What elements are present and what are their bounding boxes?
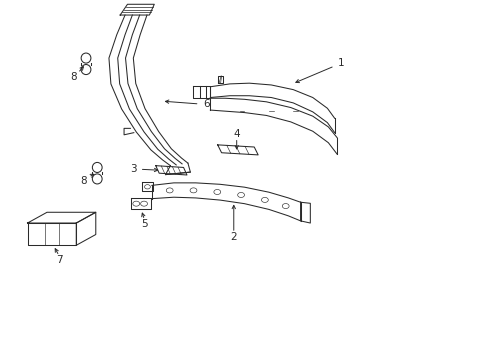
Text: 8: 8: [80, 176, 87, 186]
Text: 6: 6: [203, 99, 209, 109]
Text: 3: 3: [130, 164, 136, 174]
Text: 7: 7: [56, 255, 62, 265]
Text: 2: 2: [230, 232, 237, 242]
Text: 1: 1: [337, 58, 344, 68]
Text: 8: 8: [70, 72, 77, 82]
Text: 4: 4: [233, 129, 240, 139]
Text: 5: 5: [141, 220, 147, 229]
